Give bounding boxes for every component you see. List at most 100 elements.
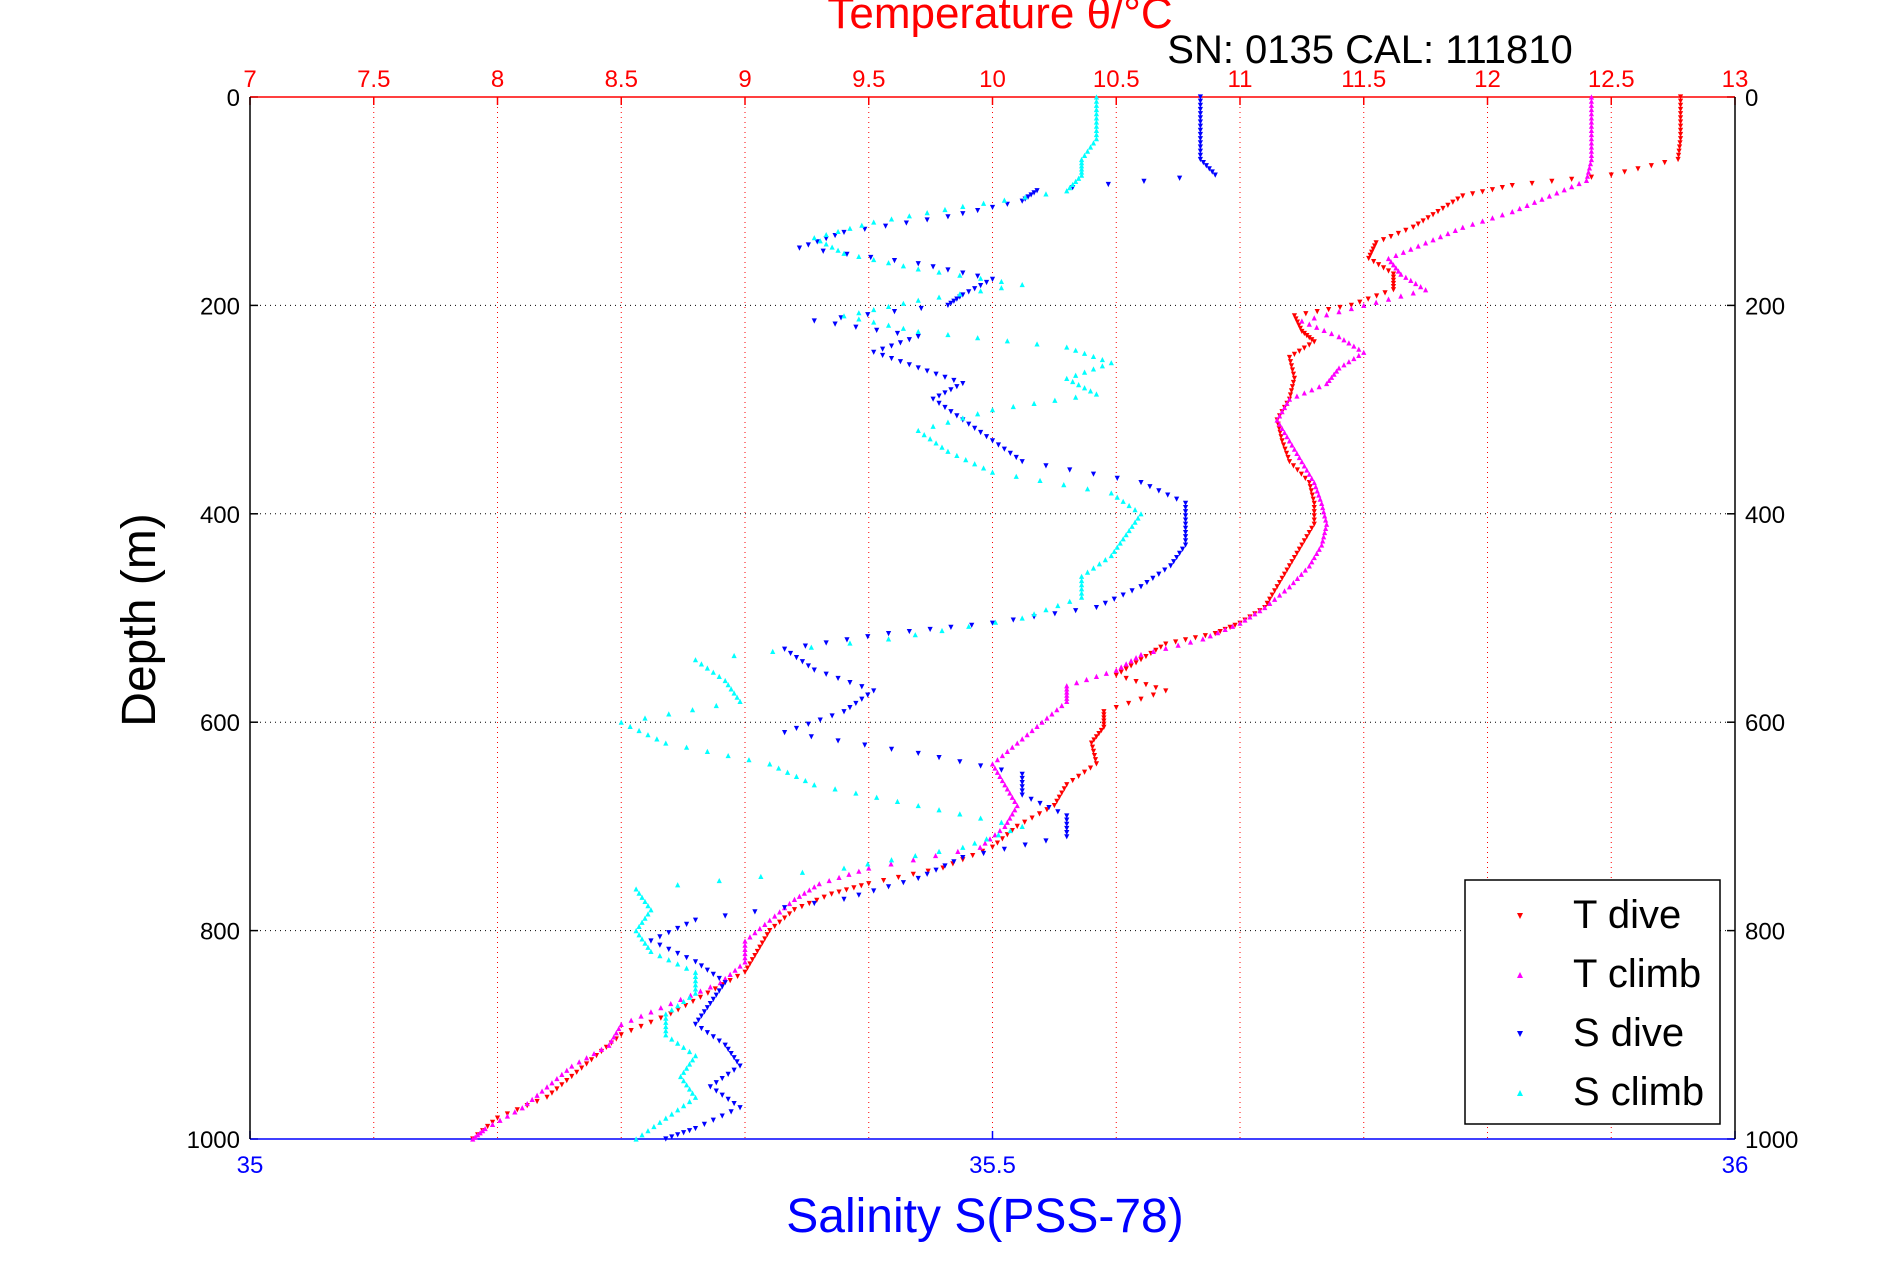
data-point-interp <box>1294 550 1300 556</box>
data-point-interp <box>1588 102 1595 108</box>
data-point-interp <box>1004 786 1010 792</box>
data-point-interp <box>894 798 901 804</box>
data-point-interp <box>1079 169 1085 175</box>
depth-tick-label-left: 0 <box>227 85 240 112</box>
data-point <box>1138 651 1144 658</box>
data-point-interp <box>1588 148 1595 154</box>
data-point-interp <box>1303 311 1309 317</box>
data-point-interp <box>1367 252 1373 258</box>
data-point <box>1677 136 1684 142</box>
data-point-interp <box>1309 337 1315 343</box>
data-point-interp <box>939 627 945 634</box>
data-point-interp <box>1177 175 1183 181</box>
data-point-interp <box>1539 196 1545 202</box>
data-point-interp <box>1408 277 1414 283</box>
data-point-interp <box>1043 191 1049 197</box>
data-point-interp <box>1056 794 1062 800</box>
data-point-interp <box>835 247 841 253</box>
data-point-interp <box>1277 579 1283 586</box>
data-point-interp <box>1675 152 1682 158</box>
data-point-interp <box>885 260 892 266</box>
data-point-interp <box>1079 586 1085 592</box>
data-point-interp <box>1165 492 1171 498</box>
data-point-interp <box>1129 588 1135 594</box>
data-point-interp <box>983 279 990 286</box>
data-point-interp <box>1290 371 1297 377</box>
data-point-interp <box>1114 475 1120 481</box>
data-point-interp <box>559 1071 565 1077</box>
data-point-interp <box>584 1055 590 1061</box>
data-point-interp <box>1289 442 1295 448</box>
data-point <box>1014 823 1020 829</box>
data-point <box>1093 761 1100 767</box>
data-point-interp <box>666 930 672 936</box>
data-point <box>742 938 748 944</box>
data-point-interp <box>757 944 763 950</box>
data-point-interp <box>1529 180 1535 187</box>
data-point <box>782 646 788 652</box>
data-point <box>945 302 951 308</box>
data-point-interp <box>638 1013 644 1019</box>
data-point-interp <box>645 902 651 909</box>
data-point <box>1336 334 1342 340</box>
data-point-interp <box>1403 274 1409 280</box>
data-point <box>1262 604 1268 611</box>
data-point <box>1168 563 1174 569</box>
data-point-interp <box>930 423 936 429</box>
data-point-interp <box>1333 368 1340 374</box>
data-point-interp <box>1430 212 1436 218</box>
data-point <box>1101 709 1107 715</box>
data-point <box>1064 782 1070 788</box>
data-point-interp <box>707 984 713 990</box>
data-point-interp <box>900 325 906 331</box>
data-point-interp <box>1425 215 1431 221</box>
data-point-interp <box>1206 166 1212 172</box>
data-point-interp <box>1197 106 1203 113</box>
data-point-interp <box>796 893 803 899</box>
data-point <box>915 297 921 303</box>
data-point-interp <box>1182 637 1189 643</box>
legend-marker <box>1517 913 1523 919</box>
data-point-interp <box>1182 525 1189 531</box>
data-point-interp <box>930 264 936 270</box>
data-point-interp <box>1369 249 1375 255</box>
data-point-interp <box>1215 629 1221 636</box>
y-axis-label: Depth (m) <box>113 513 166 726</box>
data-point <box>1398 271 1404 277</box>
data-point-interp <box>657 942 663 948</box>
data-point <box>1019 615 1025 621</box>
data-point <box>841 896 847 902</box>
data-point-interp <box>1126 502 1132 509</box>
data-point-interp <box>1415 243 1421 249</box>
data-point-interp <box>534 1098 540 1105</box>
data-point-interp <box>1182 517 1189 523</box>
data-point-interp <box>1009 827 1015 834</box>
data-point-interp <box>1126 700 1132 707</box>
chart-subtitle: SN: 0135 CAL: 111810 <box>1167 28 1572 72</box>
data-point-interp <box>1052 397 1058 403</box>
data-point-interp <box>1004 748 1010 754</box>
data-point-interp <box>906 337 912 343</box>
data-point-interp <box>1025 194 1031 200</box>
data-point-interp <box>1322 529 1328 536</box>
data-point-interp <box>1049 711 1055 717</box>
data-point-interp <box>972 286 978 292</box>
data-point-interp <box>1064 830 1070 836</box>
data-point-interp <box>1129 523 1135 529</box>
data-point-interp <box>658 1005 664 1011</box>
data-point-interp <box>836 889 842 895</box>
data-point-interp <box>701 1121 708 1128</box>
data-point-interp <box>942 374 948 380</box>
data-point-interp <box>1182 509 1189 515</box>
data-point-interp <box>752 930 758 936</box>
data-point-interp <box>957 272 963 278</box>
data-point-interp <box>1264 600 1270 607</box>
data-point-interp <box>669 1111 675 1117</box>
data-point-interp <box>1413 280 1419 287</box>
legend-label: T dive <box>1573 893 1681 937</box>
data-point-interp <box>710 669 716 675</box>
temperature-tick-label: 10 <box>979 66 1006 93</box>
data-point-interp <box>1321 534 1327 540</box>
data-point-interp <box>559 1082 565 1088</box>
